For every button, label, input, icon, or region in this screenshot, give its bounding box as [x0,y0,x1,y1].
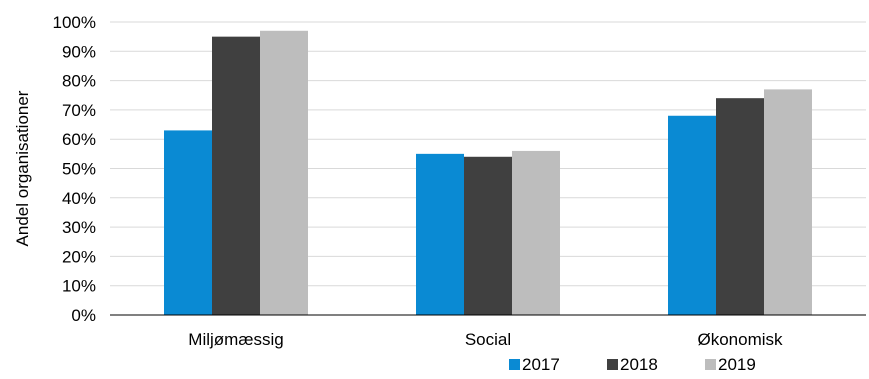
y-axis-label: Andel organisationer [13,90,32,246]
y-tick-label: 60% [62,130,96,149]
y-axis-ticks: 0% 10% 20% 30% 40% 50% 60% 70% 80% 90% 100% [53,13,96,325]
legend-swatch [705,359,716,370]
y-tick-label: 30% [62,218,96,237]
x-category-label: Miljømæssig [188,330,283,349]
legend-item: 2019 [705,355,756,374]
bar-2019 [512,150,560,315]
bar-2017 [668,115,716,315]
y-tick-label: 40% [62,189,96,208]
y-tick-label: 10% [62,277,96,296]
y-tick-label: 90% [62,42,96,61]
bar-2017 [164,130,212,315]
bar-2019 [260,30,308,315]
x-axis-categories: Miljømæssig Social Økonomisk [188,330,783,349]
bar-2019 [764,89,812,315]
legend-swatch [509,359,520,370]
y-tick-label: 50% [62,160,96,179]
x-category-label: Social [465,330,511,349]
bar-2018 [212,36,260,316]
y-tick-label: 70% [62,101,96,120]
y-tick-label: 100% [53,13,96,32]
legend-item: 2017 [509,355,560,374]
legend-label: 2019 [718,355,756,374]
x-category-label: Økonomisk [697,330,783,349]
y-tick-label: 80% [62,72,96,91]
y-tick-label: 20% [62,247,96,266]
bar-2018 [464,156,512,315]
bar-2017 [416,153,464,315]
legend: 2017 2018 2019 [509,355,756,374]
y-tick-label: 0% [71,306,96,325]
bars [164,30,812,316]
legend-swatch [607,359,618,370]
legend-label: 2018 [620,355,658,374]
bar-2018 [716,98,764,316]
legend-item: 2018 [607,355,658,374]
legend-label: 2017 [522,355,560,374]
